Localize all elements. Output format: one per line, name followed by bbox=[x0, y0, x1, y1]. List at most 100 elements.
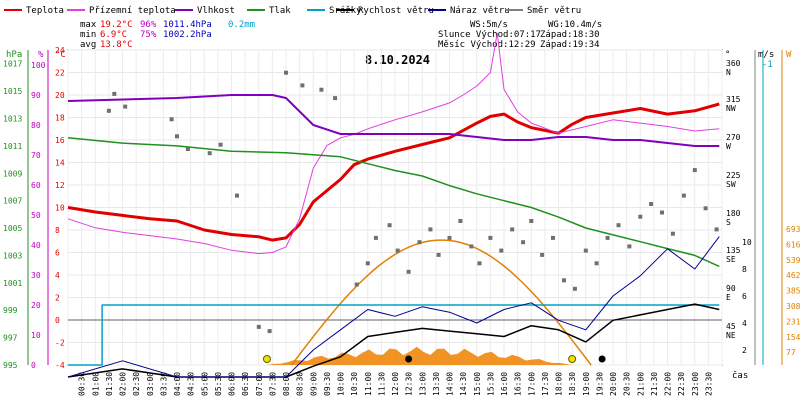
axis-wm2-unit: W bbox=[786, 50, 792, 60]
sunrise-marker bbox=[262, 355, 271, 363]
axis-dir-tick: 270 bbox=[726, 133, 741, 142]
wind-direction-point bbox=[417, 240, 422, 245]
axis-dir-tick: S bbox=[726, 218, 731, 227]
axis-pct-tick: 50 bbox=[31, 211, 41, 220]
axis-temp-tick: 0 bbox=[55, 316, 60, 325]
axis-dir-tick: E bbox=[726, 293, 731, 302]
axis-time-tick: 10:00 bbox=[337, 372, 346, 396]
axis-time-tick: 07:00 bbox=[255, 372, 264, 396]
stats-sun-set: Západ:18:30 bbox=[540, 30, 600, 40]
axis-dir-tick: 360 bbox=[726, 59, 741, 68]
wind-direction-point bbox=[333, 96, 338, 101]
wind-direction-point bbox=[551, 235, 555, 240]
axis-temp-tick: 8 bbox=[55, 226, 60, 235]
axis-time-tick: 15:00 bbox=[473, 372, 482, 396]
legend-label-3: Tlak bbox=[269, 6, 291, 16]
wind-direction-point bbox=[406, 269, 411, 274]
wind-direction-point bbox=[649, 202, 654, 206]
axis-time-tick: 01:30 bbox=[105, 372, 114, 396]
axis-ms-tick: 2 bbox=[742, 346, 747, 355]
wind-direction-point bbox=[218, 142, 223, 147]
axis-time-tick: 19:30 bbox=[595, 372, 604, 396]
axis-time-tick: 02:00 bbox=[119, 372, 128, 396]
stats-press-1: 1002.2hPa bbox=[163, 30, 212, 40]
axis-dir-tick: 225 bbox=[726, 171, 741, 180]
axis-pct-tick: 0 bbox=[31, 361, 36, 370]
axis-pct-tick: 100 bbox=[31, 61, 46, 70]
axis-temp-tick: 18 bbox=[55, 114, 65, 123]
axis-time-tick: 22:30 bbox=[677, 372, 686, 396]
axis-wm2-tick: 693 bbox=[786, 225, 800, 234]
stats-moon-rise: Měsíc Východ:12:29 bbox=[438, 40, 536, 50]
axis-time-tick: 05:00 bbox=[200, 372, 209, 396]
axis-ms-tick: 6 bbox=[742, 292, 747, 301]
axis-hpa-tick: 1013 bbox=[3, 114, 22, 123]
axis-time-tick: 07:30 bbox=[268, 372, 277, 396]
axis-wm2-tick: 154 bbox=[786, 333, 800, 342]
axis-time-tick: 05:30 bbox=[214, 372, 223, 396]
axis-dir-tick: 315 bbox=[726, 95, 741, 104]
axis-time-tick: 22:00 bbox=[664, 372, 673, 396]
axis-time-tick: 20:00 bbox=[609, 372, 618, 396]
wind-direction-point bbox=[365, 261, 370, 266]
wind-direction-point bbox=[235, 193, 239, 198]
axis-time-tick: 06:30 bbox=[241, 372, 250, 396]
wind-direction-point bbox=[458, 219, 463, 223]
stats-row-label-0: max bbox=[80, 20, 97, 30]
wind-direction-point bbox=[175, 134, 179, 139]
axis-dir-tick: SW bbox=[726, 180, 736, 189]
axis-time-tick: 08:00 bbox=[282, 372, 291, 396]
wind-direction-point bbox=[540, 252, 545, 257]
axis-dir-tick: N bbox=[726, 68, 731, 77]
axis-time-unit: čas bbox=[732, 370, 748, 381]
axis-time-tick: 02:30 bbox=[132, 372, 141, 396]
axis-pct-tick: 30 bbox=[31, 271, 41, 280]
axis-dir-unit: ° bbox=[725, 50, 730, 60]
axis-time-tick: 15:30 bbox=[486, 372, 495, 396]
axis-pct-unit: % bbox=[38, 50, 44, 60]
axis-time-tick: 10:30 bbox=[350, 372, 359, 396]
axis-wm2-tick: 539 bbox=[786, 256, 800, 265]
wind-direction-point bbox=[469, 244, 474, 249]
wind-direction-point bbox=[477, 261, 482, 266]
axis-ms-tick: 4 bbox=[742, 319, 747, 328]
moonrise-marker bbox=[405, 355, 413, 363]
axis-hpa-tick: 1015 bbox=[3, 87, 22, 96]
sun-arc bbox=[290, 239, 592, 366]
wind-direction-point bbox=[499, 248, 504, 253]
axis-wm2-tick: 385 bbox=[786, 287, 800, 296]
axis-temp-tick: 2 bbox=[55, 294, 60, 303]
axis-dir-tick: 90 bbox=[726, 284, 736, 293]
wind-direction-point bbox=[594, 261, 599, 266]
axis-pct-tick: 60 bbox=[31, 181, 41, 190]
stats-row-label-2: avg bbox=[80, 40, 96, 50]
axis-time-tick: 18:00 bbox=[555, 372, 564, 396]
axis-temp-tick: 12 bbox=[55, 181, 65, 190]
series-line-vlhkost bbox=[67, 94, 720, 147]
wind-direction-point bbox=[714, 227, 719, 232]
solar-radiation-area bbox=[266, 346, 573, 365]
axis-hpa-tick: 1003 bbox=[3, 251, 22, 260]
axis-temp-tick: 10 bbox=[55, 204, 65, 213]
stats-temp-0: 19.2°C bbox=[100, 20, 133, 30]
axis-time-tick: 12:00 bbox=[391, 372, 400, 396]
axis-dir-tick: W bbox=[726, 142, 731, 151]
series-line-srážky bbox=[68, 304, 720, 366]
stats-hum-1: 75% bbox=[140, 30, 157, 40]
wind-direction-point bbox=[387, 223, 392, 228]
axis-hpa-unit: hPa bbox=[6, 50, 22, 60]
wind-direction-point bbox=[256, 324, 261, 329]
series-line-teplota bbox=[67, 102, 720, 242]
axis-temp-unit: °C bbox=[55, 50, 66, 60]
series-line-náraz-větru bbox=[67, 236, 720, 378]
axis-time-tick: 23:30 bbox=[704, 372, 713, 396]
axis-pct-tick: 20 bbox=[31, 301, 41, 310]
axis-pct-tick: 90 bbox=[31, 91, 41, 100]
axis-time-tick: 20:30 bbox=[623, 372, 632, 396]
axis-time-tick: 17:30 bbox=[541, 372, 550, 396]
axis-hpa-tick: 1011 bbox=[3, 142, 22, 151]
wind-direction-point bbox=[703, 206, 708, 211]
axis-hpa-tick: 1009 bbox=[3, 169, 22, 178]
axis-ms-unit: m/s bbox=[758, 50, 774, 60]
